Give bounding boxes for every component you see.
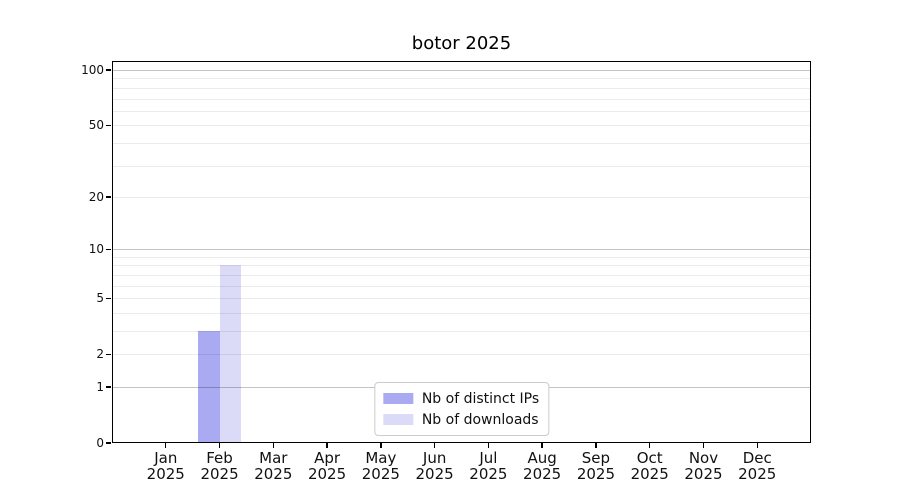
x-label-year: 2025 [469,465,508,483]
x-axis-tick [756,443,758,448]
x-axis-tick-label: Jan 2025 [134,450,198,482]
x-label-year: 2025 [738,465,777,483]
x-label-year: 2025 [254,465,293,483]
gridline-minor [112,87,811,89]
gridline-major [112,249,811,251]
legend-item-distinct-ips: Nb of distinct IPs [382,388,540,409]
y-axis-tick-label: 100 [81,63,104,78]
gridline-major [112,70,811,72]
x-label-month: Jan [154,449,178,467]
x-label-month: Aug [527,449,557,467]
legend-label-downloads: Nb of downloads [421,411,539,428]
x-label-month: May [365,449,397,467]
x-label-year: 2025 [415,465,454,483]
x-label-year: 2025 [523,465,562,483]
y-axis-tick-label: 5 [96,291,104,306]
x-axis-tick-label: Dec 2025 [725,450,789,482]
x-label-month: Sep [581,449,611,467]
gridline-minor [112,256,811,258]
x-label-month: Dec [742,449,772,467]
gridline-minor [112,125,811,127]
x-axis-tick-label: Mar 2025 [241,450,305,482]
gridline-minor [112,285,811,287]
legend-swatch-distinct-ips [382,393,413,404]
x-axis-tick-label: Feb 2025 [188,450,252,482]
x-axis-tick-label: Nov 2025 [671,450,735,482]
x-label-month: Jun [422,449,447,467]
gridline-minor [112,298,811,300]
legend: Nb of distinct IPs Nb of downloads [373,382,550,436]
x-label-year: 2025 [146,465,185,483]
x-axis-tick [702,443,705,448]
gridline-minor [112,274,811,276]
gridline-minor [112,265,811,267]
y-axis-tick [106,248,111,250]
x-label-year: 2025 [630,465,669,483]
x-axis-tick [433,443,436,448]
gridline-minor [112,110,811,112]
y-axis-tick [106,353,111,355]
gridline-minor [112,142,811,144]
bar-nb-of-distinct-ips-feb [198,330,220,443]
y-axis-tick-label: 2 [96,347,104,362]
y-axis-tick-label: 1 [96,379,104,394]
x-label-year: 2025 [576,465,616,483]
chart-title: botor 2025 [411,33,512,54]
gridline-minor [112,98,811,100]
legend-item-downloads: Nb of downloads [382,409,539,430]
x-label-month: Mar [259,449,288,467]
x-label-month: Feb [206,449,233,467]
x-label-month: Apr [314,449,341,467]
x-axis-tick [165,443,167,448]
y-axis-tick [106,124,111,126]
y-axis-tick-label: 0 [96,436,104,450]
y-axis-tick-label: 20 [88,189,104,204]
gridline-minor [112,330,811,332]
plot-area [112,61,811,443]
x-axis-tick [326,443,328,448]
x-axis-tick-label: Sep 2025 [564,450,628,482]
x-label-year: 2025 [200,465,239,483]
x-axis-tick [380,443,382,448]
x-axis-tick [272,443,274,448]
x-axis-tick-label: May 2025 [349,450,413,482]
x-label-year: 2025 [684,465,723,483]
x-label-year: 2025 [307,465,347,483]
x-axis-tick-label: Jul 2025 [456,450,520,482]
x-label-month: Oct [636,449,663,467]
gridline-minor [112,78,811,80]
y-axis-tick [106,196,111,198]
x-axis-tick-label: Oct 2025 [618,450,682,482]
x-axis-tick [648,443,651,448]
x-axis-tick [541,443,543,448]
x-label-month: Nov [688,449,719,467]
y-axis-tick [106,297,111,299]
y-axis-tick-label: 10 [88,242,104,257]
gridline-minor [112,165,811,167]
x-axis-tick-label: Aug 2025 [510,450,574,482]
gridline-minor [112,196,811,198]
x-label-month: Jul [479,449,498,467]
x-axis-tick [487,443,490,448]
x-axis-tick [595,443,597,448]
y-axis-tick [106,386,111,388]
x-axis-tick-label: Apr 2025 [295,450,359,482]
x-axis-tick [218,443,221,448]
legend-swatch-downloads [382,414,413,425]
y-axis-tick-label: 50 [88,118,104,133]
gridline-minor [112,354,811,356]
gridline-minor [112,312,811,314]
bar-nb-of-downloads-feb [219,265,242,443]
y-axis-tick [106,442,111,444]
legend-label-distinct-ips: Nb of distinct IPs [421,390,540,407]
y-axis-tick [106,69,111,71]
x-label-year: 2025 [361,465,400,483]
x-axis-tick-label: Jun 2025 [403,450,467,482]
